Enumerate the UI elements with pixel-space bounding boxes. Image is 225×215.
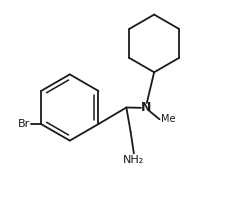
Text: Br: Br [18,119,30,129]
Text: Me: Me [161,114,175,124]
Text: N: N [140,101,151,114]
Text: NH₂: NH₂ [123,155,144,165]
